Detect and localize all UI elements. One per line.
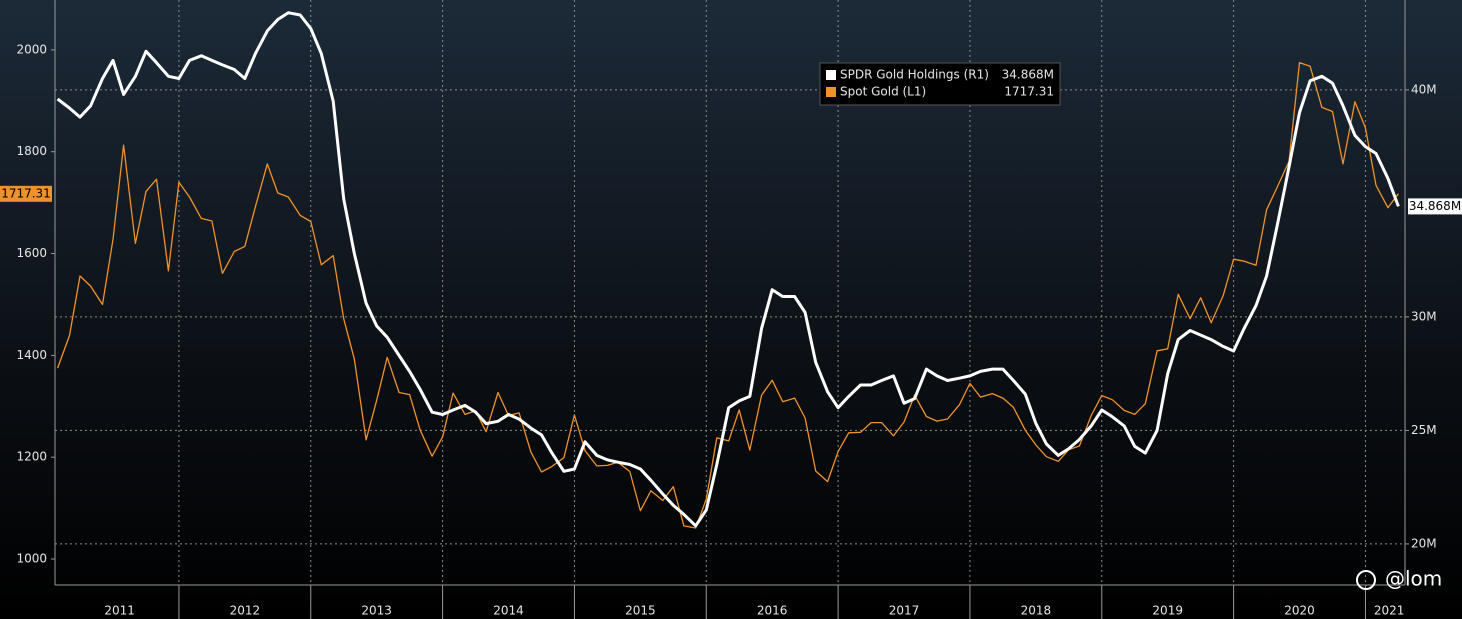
legend-label: SPDR Gold Holdings (R1) — [840, 68, 989, 82]
y-tick-label: 2000 — [16, 42, 47, 56]
x-tick-label: 2020 — [1284, 604, 1315, 618]
y-tick-label: 1800 — [16, 144, 47, 158]
legend-swatch — [826, 87, 836, 97]
watermark-text: @lom — [1385, 567, 1442, 591]
watermark-icon — [1356, 570, 1376, 590]
y2-tick-label: 30M — [1411, 309, 1437, 323]
last-value-tag — [1408, 198, 1462, 215]
y2-tick-label: 25M — [1411, 423, 1437, 437]
grid — [55, 0, 1405, 585]
x-tick-label: 2015 — [625, 604, 656, 618]
last-value-label: 1717.31 — [1, 186, 51, 200]
y-tick-label: 1600 — [16, 246, 47, 260]
legend-value: 1717.31 — [1004, 85, 1054, 99]
legend-box — [819, 62, 1061, 106]
series-lines — [56, 11, 1400, 529]
legend-swatch — [826, 70, 836, 80]
x-tick-label: 2019 — [1152, 604, 1183, 618]
series-line — [56, 11, 1400, 528]
x-tick-label: 2013 — [361, 604, 392, 618]
series-line — [56, 61, 1399, 529]
y2-tick-label: 20M — [1411, 536, 1437, 550]
y2-tick-label: 40M — [1411, 82, 1437, 96]
last-value-label: 34.868M — [1409, 199, 1461, 213]
x-tick-label: 2016 — [757, 604, 788, 618]
x-tick-label: 2014 — [493, 604, 524, 618]
watermark: @lom — [1356, 567, 1442, 591]
y-tick-label: 1400 — [16, 348, 47, 362]
x-tick-label: 2017 — [889, 604, 920, 618]
legend-value: 34.868M — [1002, 68, 1054, 82]
y-tick-label: 1200 — [16, 450, 47, 464]
x-tick-label: 2018 — [1021, 604, 1052, 618]
legend: SPDR Gold Holdings (R1) 34.868M Spot Gold … — [819, 62, 1061, 106]
y-tick-label: 1000 — [16, 552, 47, 566]
x-tick-label: 2011 — [104, 604, 135, 618]
x-tick-label: 2021 — [1374, 604, 1405, 618]
legend-label: Spot Gold (L1) — [840, 85, 926, 99]
last-value-tag — [0, 185, 52, 202]
x-tick-label: 2012 — [230, 604, 261, 618]
